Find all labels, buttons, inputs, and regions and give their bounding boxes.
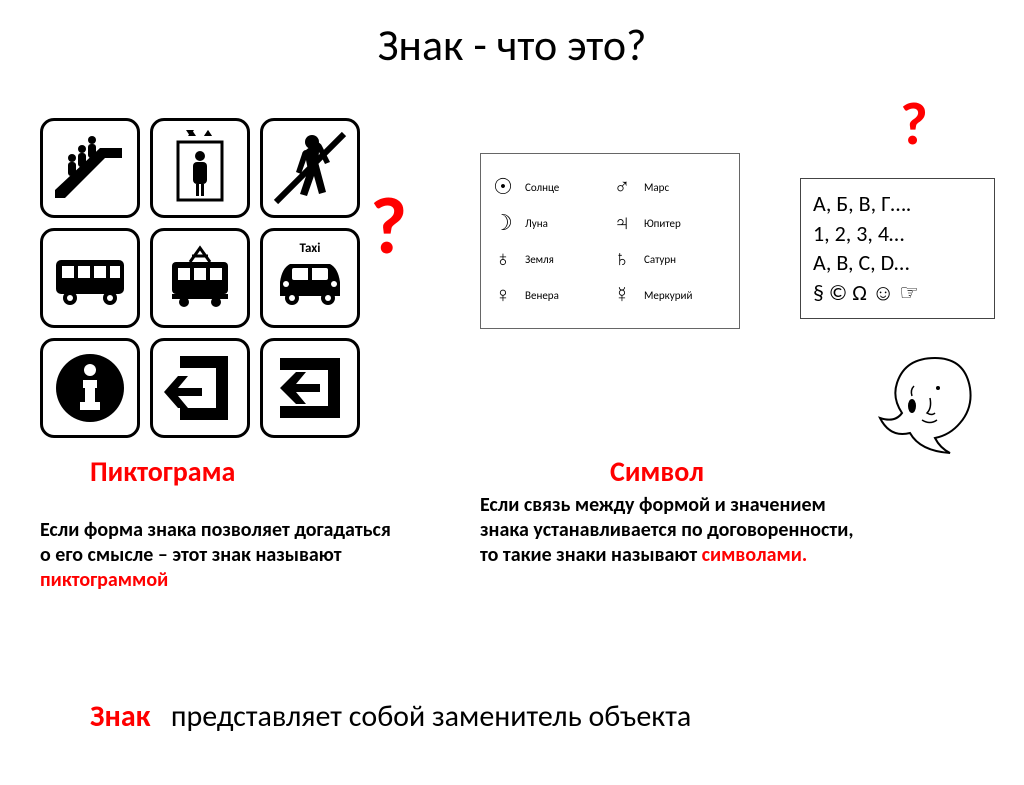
symbol-description: Если связь между формой и значением знак… [480,493,860,568]
arrow-left-icon [260,338,360,438]
symbol-desc-red: символами. [702,543,808,567]
pictogram-desc-text: Если форма знака позволяет догадаться о … [40,518,391,567]
exit-left-icon [150,338,250,438]
pictogram-grid: Taxi [40,118,360,438]
taxi-icon: Taxi [260,228,360,328]
jupiter-label: Юпитер [644,217,681,230]
sun-label: Солнце [525,181,559,194]
mercury-label: Меркурий [644,289,692,302]
planet-symbols-box: ☉ Солнце ♂ Марс ☽ Луна ♃ Юпитер ♁ Земля ♄ Сату… [480,153,740,329]
page-title: Знак - что это? [0,18,1024,72]
question-mark-left: ? [370,178,407,275]
pictogram-heading: Пиктограма [90,454,235,489]
mars-symbol: ♂ [610,172,634,202]
mars-label: Марс [644,181,669,194]
symbol-heading: Символ [610,454,704,489]
venus-symbol: ♀ [491,280,515,310]
saturn-symbol: ♄ [610,244,634,274]
info-icon [40,338,140,438]
charbox-line4: § © Ω ☺ ☞ [813,278,982,308]
venus-label: Венера [525,289,559,302]
profile-illustration [870,348,990,458]
pictogram-desc-red: пиктограммой [40,568,168,592]
bottom-red: Знак [90,698,150,735]
moon-label: Луна [525,217,548,230]
bottom-definition: Знак представляет собой заменитель объек… [90,698,691,735]
earth-label: Земля [525,253,554,266]
escalator-icon [40,118,140,218]
sun-symbol: ☉ [491,172,515,202]
charbox-line3: A, B, C, D… [813,248,982,278]
moon-symbol: ☽ [491,208,515,238]
mercury-symbol: ☿ [610,280,634,310]
saturn-label: Сатурн [644,253,676,266]
jupiter-symbol: ♃ [610,208,634,238]
elevator-icon [150,118,250,218]
pictogram-description: Если форма знака позволяет догадаться о … [40,518,400,593]
bus-icon [40,228,140,328]
bottom-rest: представляет собой заменитель объекта [171,698,691,735]
svg-text:Taxi: Taxi [300,241,321,256]
charbox-line1: А, Б, В, Г…. [813,189,982,219]
earth-symbol: ♁ [491,244,515,274]
question-mark-right: ? [900,88,928,161]
characters-box: А, Б, В, Г…. 1, 2, 3, 4… A, B, C, D… § ©… [800,178,995,319]
no-pedestrian-icon [260,118,360,218]
tram-icon [150,228,250,328]
charbox-line2: 1, 2, 3, 4… [813,219,982,249]
